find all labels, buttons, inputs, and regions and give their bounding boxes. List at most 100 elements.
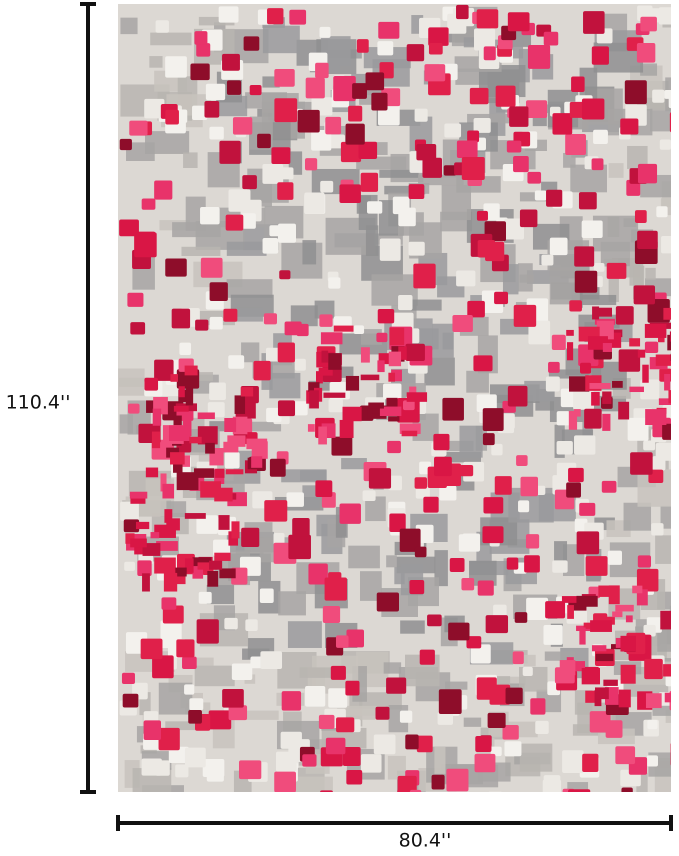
red-cluster (308, 382, 320, 392)
gray-patch (139, 692, 151, 716)
pink-square (378, 21, 400, 39)
gray-patch (118, 368, 145, 396)
pink-square (121, 672, 135, 685)
red-cluster (388, 351, 402, 367)
light-square (367, 201, 383, 214)
gray-patch (120, 17, 138, 35)
gray-patch (571, 294, 617, 306)
pink-square (466, 636, 482, 649)
red-cluster (192, 557, 212, 568)
pink-square (305, 77, 325, 99)
pink-square (322, 605, 341, 624)
red-cluster (135, 521, 150, 530)
light-square (574, 435, 596, 455)
pink-square (208, 710, 232, 730)
light-square (231, 663, 253, 681)
red-cluster (655, 354, 671, 366)
red-cluster (644, 323, 667, 338)
rug-pattern (118, 4, 671, 792)
light-square (320, 180, 334, 193)
red-cluster (603, 679, 618, 686)
red-cluster (620, 635, 637, 652)
pink-square (345, 123, 365, 145)
red-cluster (668, 390, 671, 404)
pink-square (621, 787, 633, 792)
red-cluster (246, 438, 268, 450)
light-square (241, 213, 256, 229)
red-cluster (234, 395, 246, 414)
pink-square (241, 527, 260, 547)
light-square (581, 220, 603, 239)
gray-patch (660, 505, 671, 529)
pink-square (525, 534, 540, 549)
light-square (526, 597, 549, 621)
pink-square (277, 342, 295, 363)
pink-square (182, 656, 197, 670)
red-cluster (592, 306, 600, 320)
pink-square (467, 130, 480, 143)
light-square (522, 666, 533, 676)
red-cluster (251, 456, 263, 468)
pink-square (195, 319, 209, 331)
red-cluster (185, 387, 194, 406)
gray-patch (299, 667, 339, 678)
light-square (260, 651, 283, 670)
pink-square (502, 724, 519, 740)
red-cluster (168, 425, 191, 442)
red-cluster (581, 668, 600, 685)
gray-patch (418, 174, 464, 186)
gray-patch (445, 440, 474, 452)
red-cluster (309, 390, 319, 409)
light-square (141, 758, 162, 776)
pink-square (546, 189, 563, 207)
gray-patch (150, 32, 192, 46)
light-square (668, 92, 671, 109)
pink-square (375, 706, 390, 720)
gray-patch (242, 648, 270, 660)
pink-square (601, 480, 617, 493)
light-square (398, 294, 413, 311)
pink-square (190, 63, 210, 81)
pink-square (144, 377, 159, 391)
red-cluster (197, 562, 218, 570)
gray-patch (582, 120, 625, 133)
light-square (120, 501, 139, 521)
red-cluster (205, 442, 215, 454)
pink-square (331, 436, 353, 456)
gray-patch (383, 662, 402, 674)
gray-patch (198, 16, 235, 26)
pink-square (288, 534, 311, 560)
pink-square (340, 141, 362, 163)
red-cluster (209, 560, 223, 570)
light-square (647, 719, 658, 730)
gray-patch (554, 541, 568, 564)
pink-square (356, 39, 369, 53)
pink-square (434, 456, 452, 477)
pink-square (141, 198, 156, 210)
gray-patch (411, 299, 442, 311)
light-square (651, 523, 664, 536)
light-square (562, 750, 584, 774)
red-cluster (333, 325, 354, 332)
pink-square (424, 64, 446, 82)
light-square (328, 277, 341, 289)
red-cluster (232, 416, 248, 435)
pink-square (263, 313, 278, 325)
light-square (228, 189, 251, 212)
red-cluster (224, 417, 237, 433)
gray-patch (359, 571, 382, 601)
pink-square (277, 182, 294, 200)
gray-patch (308, 380, 339, 391)
pink-square (576, 531, 600, 555)
pink-square (640, 16, 657, 32)
pink-square (482, 433, 495, 446)
gray-patch (384, 185, 426, 195)
light-square (360, 754, 382, 773)
red-cluster (590, 620, 612, 632)
pink-square (387, 440, 401, 454)
light-square (262, 237, 279, 254)
pink-square (476, 9, 499, 29)
light-square (470, 644, 491, 664)
light-square (265, 347, 281, 362)
red-cluster (150, 532, 160, 539)
